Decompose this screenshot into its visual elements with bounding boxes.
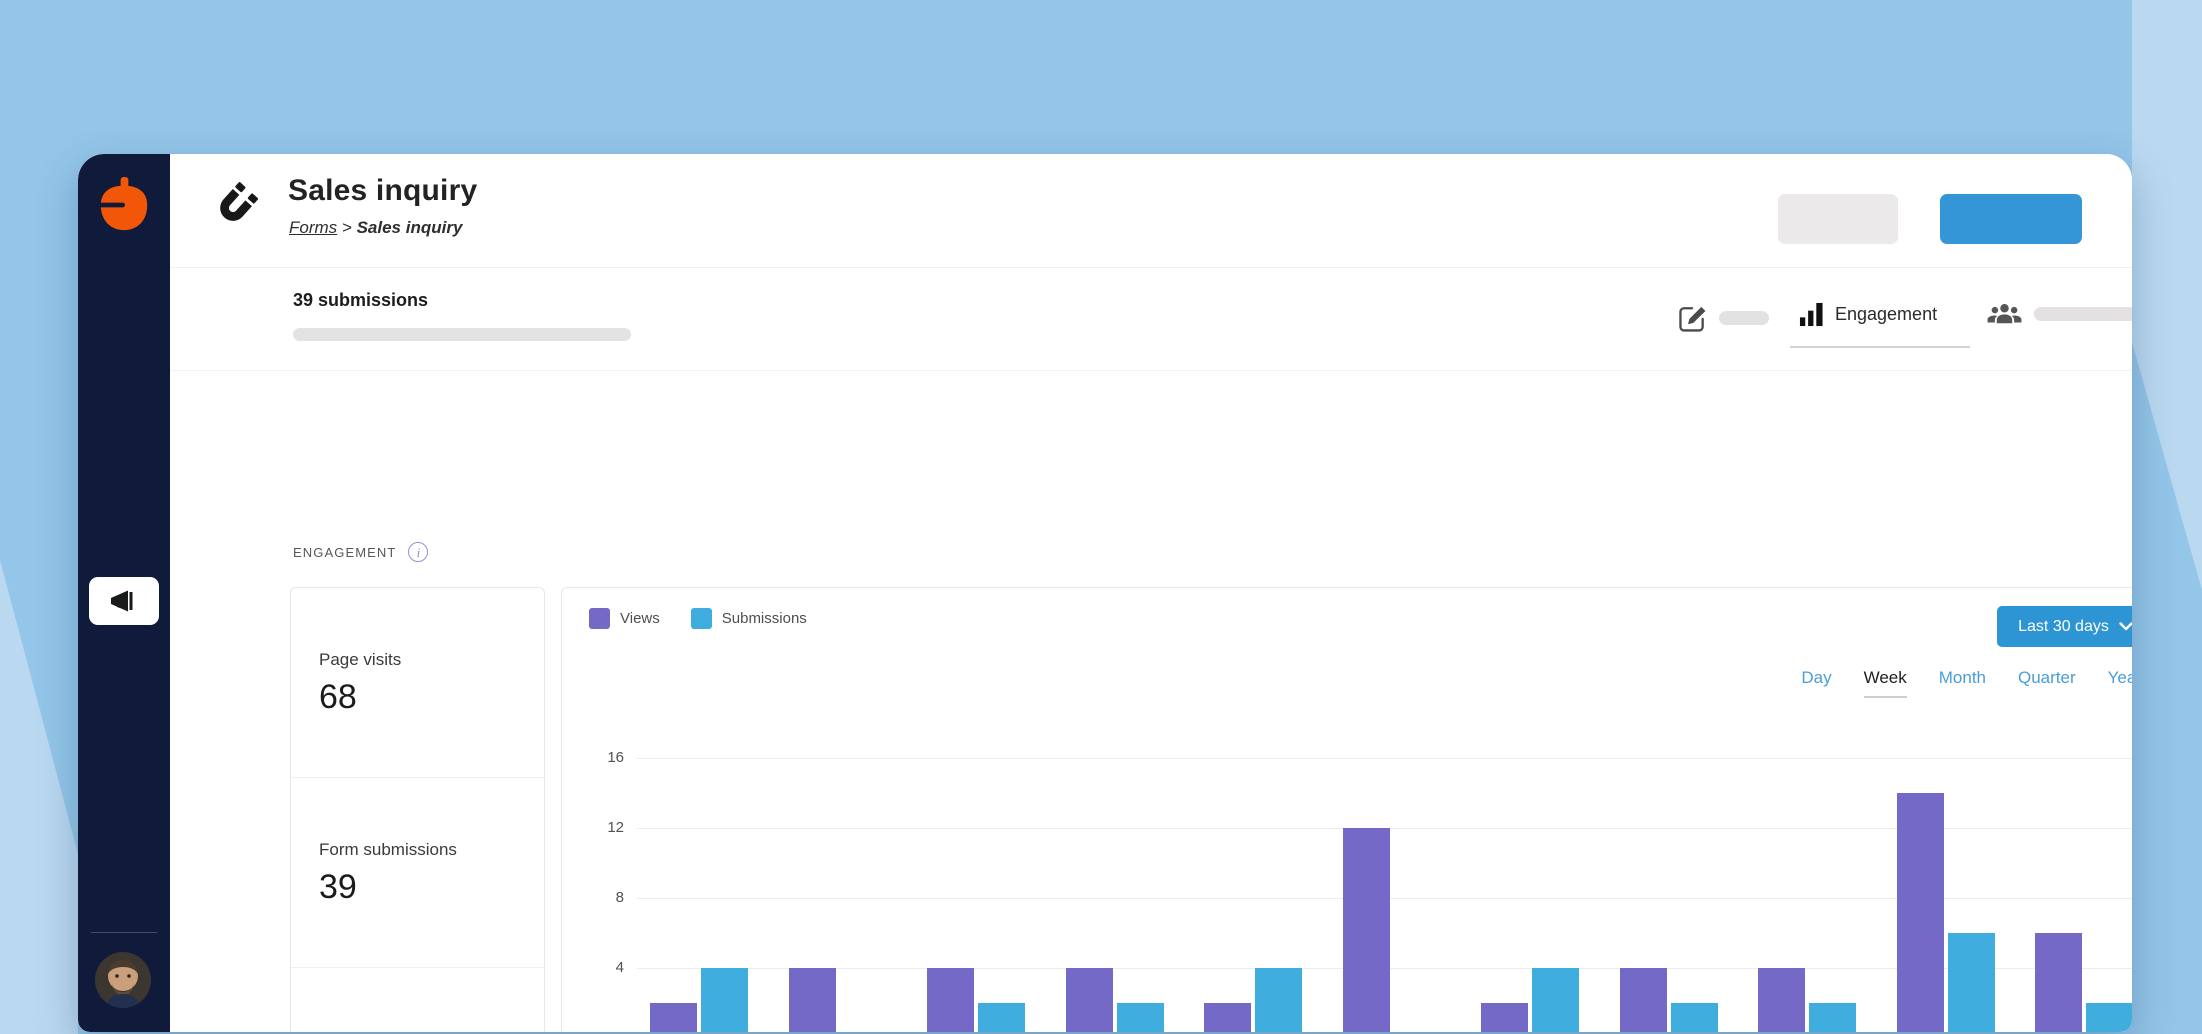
- submissions-count: 39 submissions: [293, 290, 429, 310]
- legend-label: Submissions: [721, 610, 807, 627]
- y-axis-tick-label: 12: [607, 819, 624, 836]
- stat-row: Page visits 68: [291, 588, 544, 778]
- y-axis-tick-label: 16: [607, 749, 624, 766]
- breadcrumb: Forms > Sales inquiry: [289, 218, 462, 238]
- section-header: ENGAGEMENT i: [293, 542, 429, 562]
- stat-row: Form submissions 39: [291, 778, 544, 968]
- page-title: Sales inquiry: [288, 174, 478, 207]
- bar-submissions: [978, 1003, 1025, 1032]
- gridline: [637, 758, 2132, 759]
- bar-views: [2035, 933, 2082, 1032]
- breadcrumb-current: Sales inquiry: [356, 218, 463, 237]
- stats-panel: Page visits 68 Form submissions 39 Conversio…: [290, 587, 545, 1032]
- tab-engagement[interactable]: Engagement: [1799, 302, 1937, 327]
- stat-label: Conversion rate: [319, 1030, 544, 1032]
- legend-swatch: [690, 608, 712, 629]
- bar-submissions: [701, 968, 748, 1032]
- section-label: ENGAGEMENT: [293, 544, 397, 560]
- stat-value: 39: [319, 868, 357, 906]
- submissions-toolbar: 39 submissions Engagement: [170, 268, 2132, 371]
- tab-audience[interactable]: [1986, 302, 2132, 326]
- bar-views: [1896, 793, 1944, 1032]
- acorn-logo-icon[interactable]: [96, 176, 152, 234]
- secondary-action-button[interactable]: [1778, 194, 1898, 244]
- breadcrumb-separator: >: [341, 218, 352, 237]
- bar-submissions: [1532, 968, 1579, 1032]
- announcements-button[interactable]: [89, 577, 159, 625]
- y-axis-tick-label: 4: [615, 959, 624, 976]
- bar-views: [927, 968, 974, 1032]
- sidebar: [78, 154, 170, 1032]
- granularity-tab-year[interactable]: Year: [2107, 668, 2132, 687]
- megaphone-icon: [111, 590, 133, 612]
- bar-views: [650, 1003, 697, 1032]
- bar-chart-icon: [1799, 302, 1823, 327]
- granularity-tab-quarter[interactable]: Quarter: [2018, 668, 2076, 687]
- date-range-dropdown[interactable]: Last 30 days: [1997, 606, 2132, 647]
- stat-row: Conversion rate57%: [291, 968, 544, 1032]
- bar-views: [1758, 968, 1805, 1032]
- chevron-down-icon: [2119, 622, 2132, 631]
- bar-submissions: [1255, 968, 1302, 1032]
- sidebar-divider: [91, 932, 157, 933]
- granularity-tab-week[interactable]: Week: [1863, 668, 1907, 698]
- legend-label: Views: [620, 610, 660, 627]
- engagement-chart-panel: Views Submissions Last 30 days Day Week Mon…: [561, 587, 2132, 1032]
- people-icon: [1987, 303, 2022, 324]
- chart-legend: Views Submissions: [589, 608, 807, 629]
- tab-audience-label-placeholder: [2034, 307, 2132, 321]
- granularity-tab-month[interactable]: Month: [1938, 668, 1986, 687]
- y-axis-tick-label: 8: [615, 889, 624, 906]
- background-shape: [0, 560, 78, 1034]
- bar-views: [1619, 968, 1667, 1032]
- bar-submissions: [2086, 1003, 2132, 1032]
- bar-views: [788, 968, 836, 1032]
- legend-swatch: [589, 608, 610, 629]
- tab-edit-label-placeholder: [1719, 311, 1769, 325]
- edit-icon: [1679, 306, 1706, 332]
- tab-edit[interactable]: [1676, 302, 1769, 334]
- page-header: Sales inquiry Forms > Sales inquiry: [170, 154, 2132, 268]
- bar-views: [1065, 968, 1113, 1032]
- bar-views: [1481, 1003, 1528, 1032]
- legend-item: Submissions: [690, 608, 807, 629]
- breadcrumb-forms-link[interactable]: Forms: [289, 218, 338, 237]
- bar-submissions: [1670, 1003, 1718, 1032]
- user-avatar[interactable]: [95, 952, 151, 1008]
- primary-action-button[interactable]: [1940, 194, 2082, 244]
- app-window: Sales inquiry Forms > Sales inquiry 39 s…: [78, 154, 2132, 1032]
- stat-label: Form submissions: [319, 840, 457, 859]
- bar-views: [1204, 1003, 1251, 1032]
- info-icon[interactable]: i: [408, 542, 429, 562]
- legend-item: Views: [589, 608, 660, 629]
- magnet-icon: [205, 180, 261, 241]
- bar-submissions: [1116, 1003, 1164, 1032]
- background-shape: [2132, 0, 2202, 590]
- date-range-label: Last 30 days: [2018, 617, 2109, 635]
- granularity-tab-day[interactable]: Day: [1801, 668, 1832, 687]
- stat-value: 68: [319, 678, 357, 716]
- bar-views: [1342, 828, 1390, 1032]
- stat-label: Page visits: [319, 650, 402, 669]
- granularity-tabs: Day Week Month Quarter Year: [1801, 668, 2132, 698]
- submissions-progress-placeholder: [293, 328, 631, 341]
- tab-engagement-label: Engagement: [1835, 304, 1938, 324]
- bar-submissions: [1809, 1003, 1856, 1032]
- active-tab-underline: [1790, 346, 1970, 348]
- bar-submissions: [1947, 933, 1995, 1032]
